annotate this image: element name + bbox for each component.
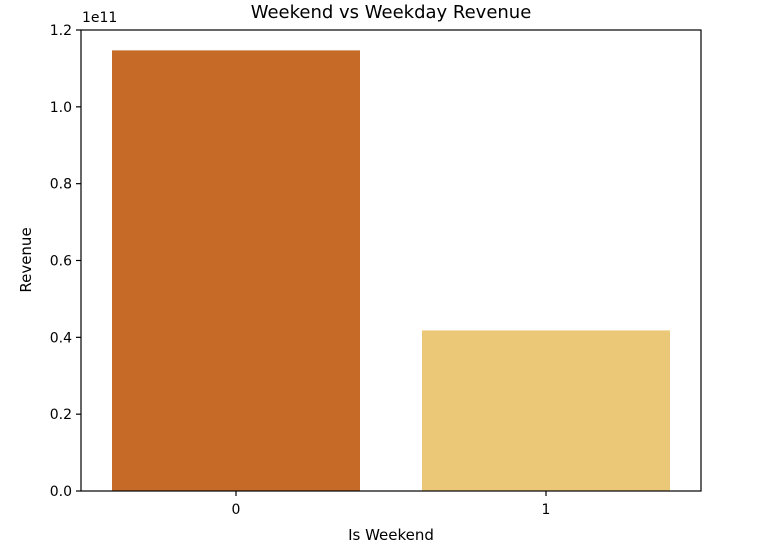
y-axis-ticks: 0.0 0.2 0.4 0.6 0.8 1.0 1.2 [50, 23, 81, 500]
y-tick-label: 1.2 [50, 23, 72, 39]
x-tick-label: 0 [232, 502, 241, 518]
bar-0 [112, 50, 360, 491]
y-tick-label: 0.8 [50, 177, 72, 193]
y-tick-label: 0.2 [50, 407, 72, 423]
chart-title: Weekend vs Weekday Revenue [251, 2, 532, 23]
bar-1 [422, 330, 670, 491]
x-axis-label: Is Weekend [348, 526, 434, 542]
bars-layer [112, 50, 670, 491]
y-axis-scale-label: 1e11 [82, 10, 117, 26]
x-tick-label: 1 [542, 502, 551, 518]
y-tick-label: 0.4 [50, 330, 72, 346]
y-axis-label: Revenue [17, 227, 35, 292]
y-tick-label: 0.6 [50, 254, 72, 270]
y-tick-label: 0.0 [50, 484, 72, 500]
y-tick-label: 1.0 [50, 100, 72, 116]
